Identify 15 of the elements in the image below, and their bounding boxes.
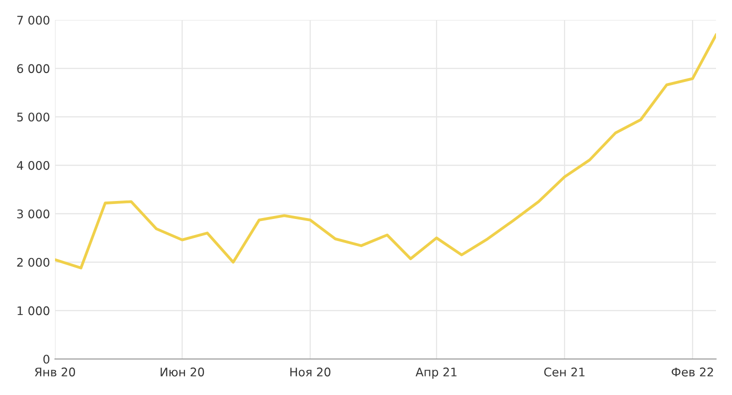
y-tick-label: 6 000 <box>17 64 50 74</box>
x-tick-label: Янв 20 <box>34 368 76 376</box>
y-tick-label: 2 000 <box>17 258 50 267</box>
x-tick-label: Апр 21 <box>416 368 456 379</box>
y-tick-label: 1 000 <box>18 306 50 316</box>
x-tick-label: Ноя 20 <box>290 368 330 376</box>
x-tick-label: Июн 20 <box>160 368 204 376</box>
y-tick-label: 5 000 <box>17 112 50 122</box>
y-tick-label: 0 <box>43 354 50 364</box>
line-series <box>55 34 716 270</box>
y-tick-label: 4 000 <box>16 161 50 170</box>
y-tick-label: 3 000 <box>17 209 50 218</box>
x-tick-label: Фев 22 <box>672 368 713 376</box>
y-tick-label: 7 000 <box>17 16 50 25</box>
x-tick-label: Сен 21 <box>544 368 584 376</box>
